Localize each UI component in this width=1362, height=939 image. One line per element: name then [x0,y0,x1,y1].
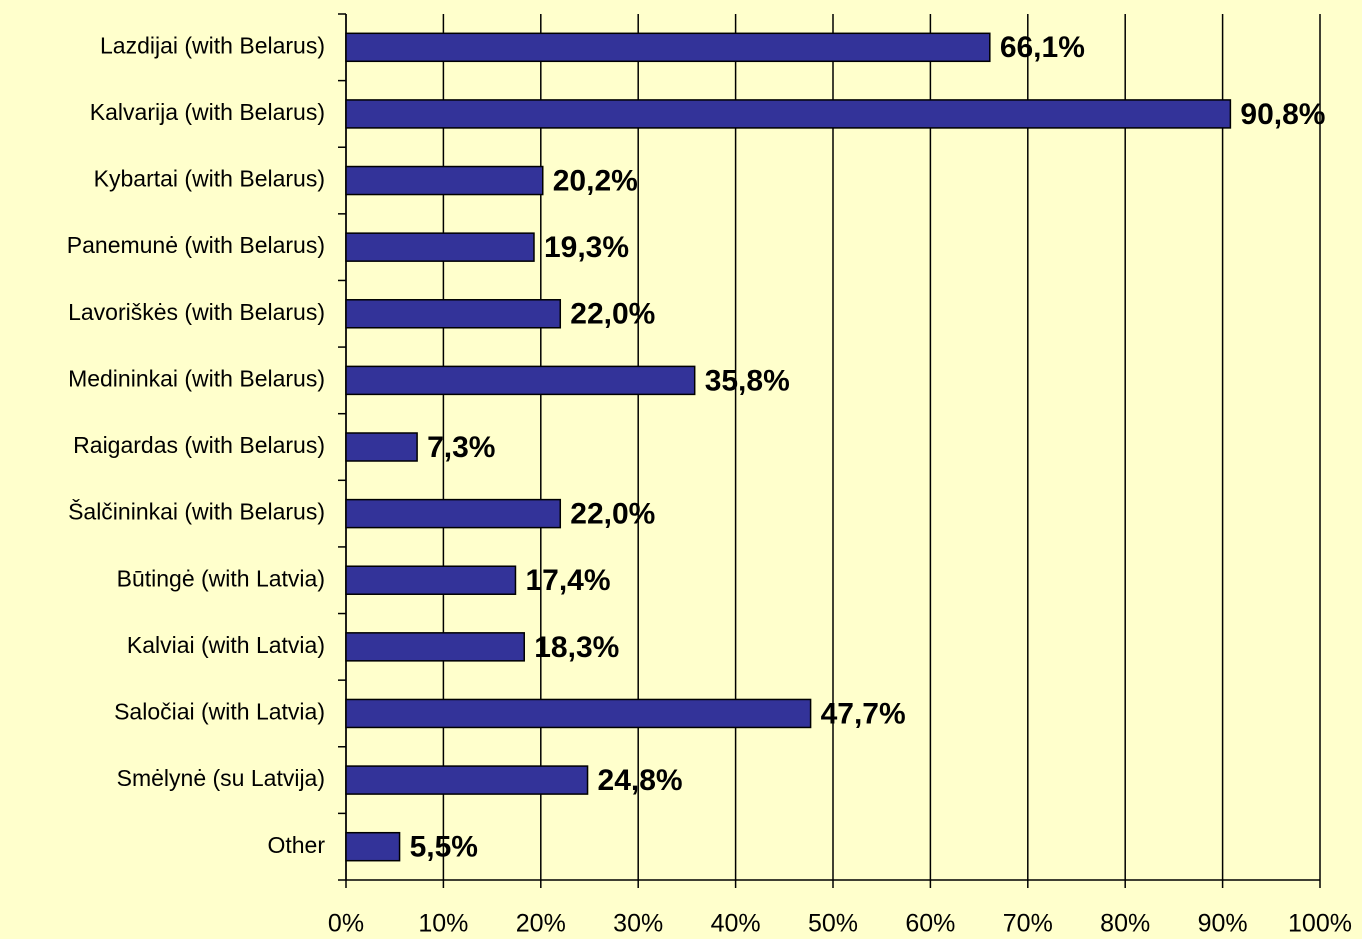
y-tick-label: Kybartai (with Belarus) [94,166,325,192]
value-label: 18,3% [534,631,619,664]
bar [345,698,812,729]
bar [345,365,696,396]
bar [345,765,589,795]
bar [345,831,401,862]
y-tick-label: Šalčininkai (with Belarus) [68,498,325,525]
value-label: 35,8% [705,364,790,397]
y-tick-label: Medininkai (with Belarus) [68,365,325,391]
x-tick-label: 50% [808,910,858,938]
y-tick-label: Panemunė (with Belarus) [67,232,325,258]
y-tick-label: Būtingė (with Latvia) [117,565,325,591]
value-label: 7,3% [427,431,495,464]
bar [345,32,991,63]
bar [345,299,562,329]
y-tick-label: Kalviai (with Latvia) [127,632,325,658]
y-tick-label: Raigardas (with Belarus) [73,432,325,458]
value-label: 17,4% [525,564,610,597]
bar [345,565,517,595]
y-tick-label: Smėlynė (su Latvija) [117,765,325,791]
value-label: 66,1% [1000,31,1085,64]
y-tick-label: Saločiai (with Latvia) [114,699,325,725]
y-tick-label: Other [267,832,325,858]
x-tick-label: 100% [1288,910,1352,938]
x-tick-label: 60% [905,910,955,938]
x-tick-label: 30% [613,910,663,938]
x-tick-label: 90% [1198,910,1248,938]
bar [345,432,418,462]
value-label: 24,8% [598,764,683,797]
x-tick-label: 10% [418,910,468,938]
value-label: 19,3% [544,231,629,264]
value-label: 90,8% [1240,98,1325,131]
bar [345,498,562,529]
x-tick-label: 70% [1003,910,1053,938]
y-tick-label: Kalvarija (with Belarus) [90,99,325,125]
x-tick-label: 0% [328,910,364,938]
y-tick-label: Lazdijai (with Belarus) [100,32,325,58]
value-label: 47,7% [821,697,906,730]
bar [345,99,1232,129]
value-label: 20,2% [553,164,638,197]
bar [345,232,535,262]
value-label: 22,0% [570,498,655,531]
y-tick-label: Lavoriškės (with Belarus) [68,299,325,325]
bar [345,165,544,196]
bar [345,632,525,662]
x-tick-label: 80% [1100,910,1150,938]
x-tick-label: 20% [516,910,566,938]
value-label: 5,5% [410,831,478,864]
x-tick-label: 40% [711,910,761,938]
value-label: 22,0% [570,298,655,331]
